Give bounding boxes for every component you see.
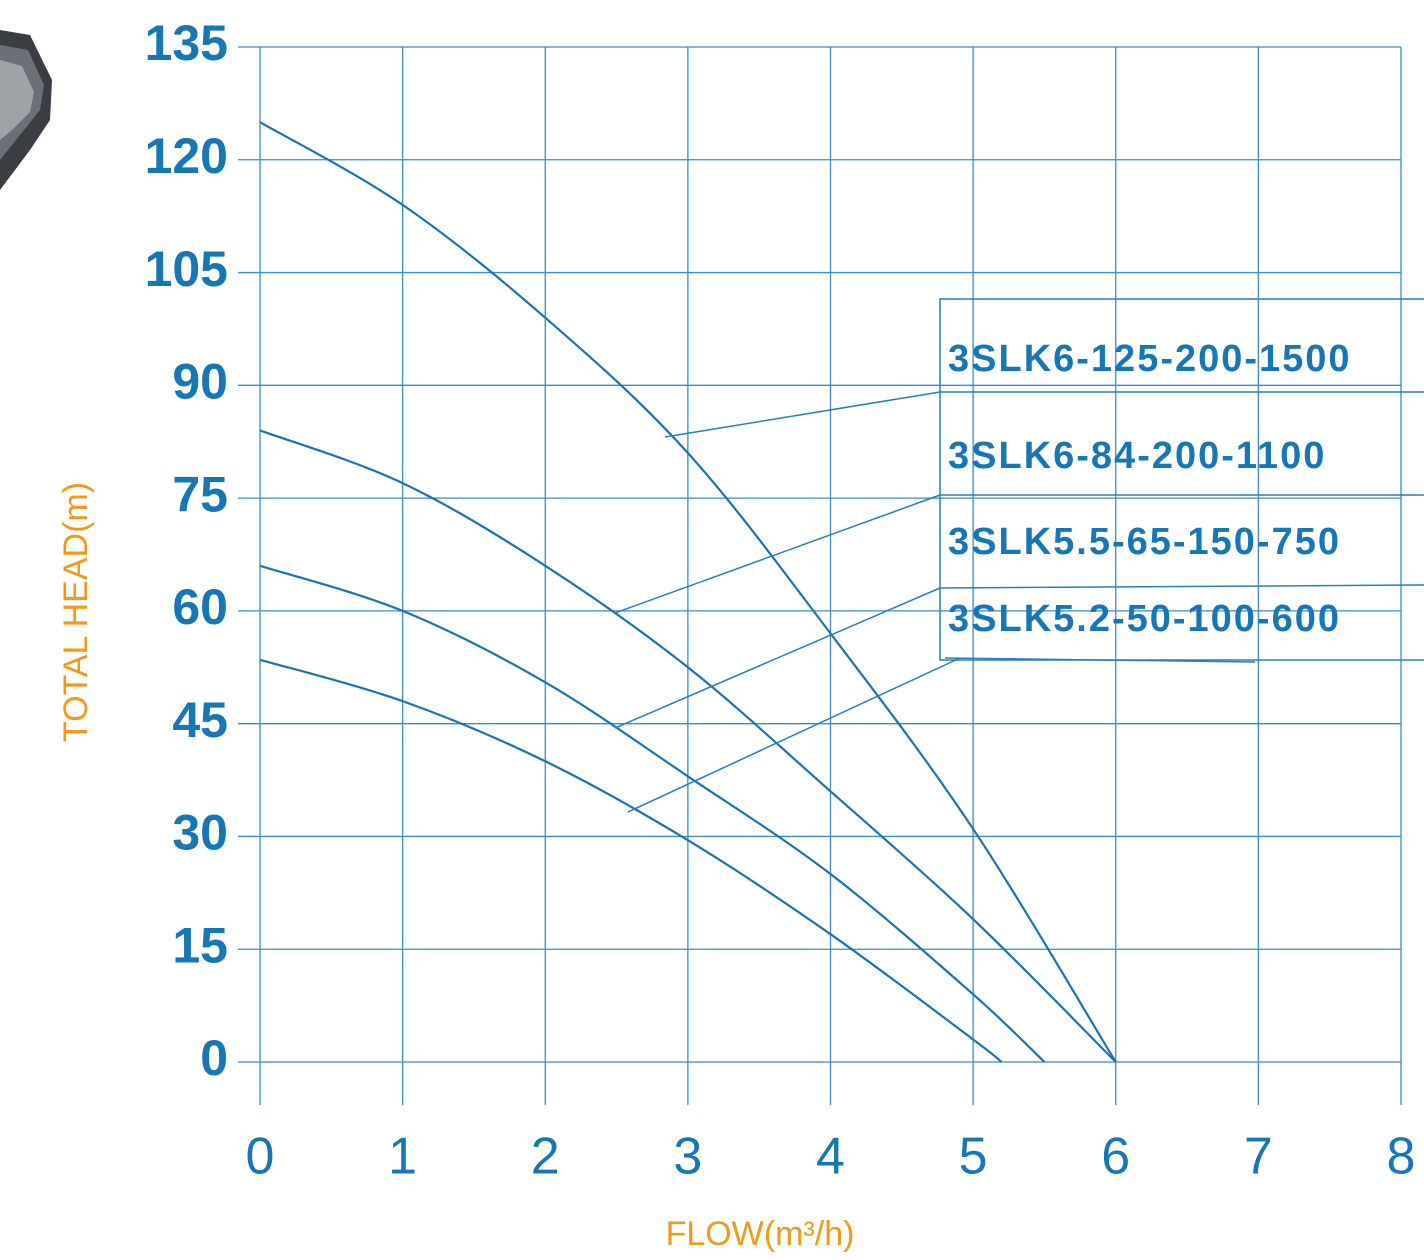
legend-separator: [939, 584, 1424, 589]
y-tick-label: 75: [172, 466, 228, 522]
legend: 3SLK6-125-200-1500 3SLK6-84-200-1100 3SL…: [614, 298, 1424, 813]
y-tick-label: 45: [172, 692, 228, 748]
y-tick-label: 135: [145, 15, 228, 71]
leader-line: [627, 657, 961, 813]
legend-label: 3SLK5.2-50-100-600: [948, 598, 1341, 640]
y-tick-label: 30: [172, 805, 228, 861]
x-tick-label: 8: [1387, 1128, 1416, 1186]
x-tick-label: 4: [816, 1128, 845, 1186]
y-tick-label: 105: [145, 241, 228, 297]
x-tick-label: 1: [388, 1128, 417, 1186]
x-tick-label: 3: [673, 1128, 702, 1186]
curve: [259, 429, 1117, 1063]
x-tick-label: 0: [246, 1128, 275, 1186]
legend-label: 3SLK6-125-200-1500: [948, 338, 1352, 380]
leader-line: [614, 494, 941, 614]
y-tick-label: 120: [145, 128, 228, 184]
x-tick-label: 6: [1101, 1128, 1130, 1186]
legend-label: 3SLK5.5-65-150-750: [948, 521, 1341, 563]
y-axis-label: TOTAL HEAD(m): [57, 482, 95, 742]
curve: [259, 564, 1046, 1063]
y-tick-label: 60: [172, 579, 228, 635]
x-axis-label: FLOW(m³/h): [666, 1215, 855, 1253]
x-tick-label: 7: [1244, 1128, 1273, 1186]
x-tick-label: 5: [959, 1128, 988, 1186]
x-tick-label: 2: [531, 1128, 560, 1186]
legend-label: 3SLK6-84-200-1100: [948, 435, 1326, 477]
leader-line: [614, 587, 941, 729]
y-tick-label: 0: [200, 1030, 228, 1086]
curve: [259, 121, 1117, 1063]
y-tick-label: 15: [172, 917, 228, 973]
leader-line: [664, 391, 941, 438]
product-photo: [0, 30, 52, 190]
curve: [259, 658, 1003, 1063]
legend-box: [939, 298, 1424, 661]
legend-separator: [944, 657, 1256, 663]
y-tick-label: 90: [172, 354, 228, 410]
